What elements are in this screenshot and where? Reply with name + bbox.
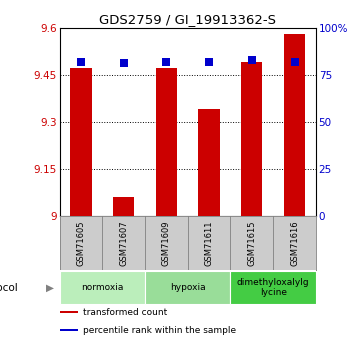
Title: GDS2759 / GI_19913362-S: GDS2759 / GI_19913362-S	[99, 13, 276, 27]
Text: dimethyloxalylg
lycine: dimethyloxalylg lycine	[237, 278, 309, 297]
Point	[292, 59, 297, 64]
Point	[164, 59, 169, 64]
Text: GSM71615: GSM71615	[247, 220, 256, 266]
Text: percentile rank within the sample: percentile rank within the sample	[83, 326, 236, 335]
Bar	[70, 68, 92, 216]
Text: normoxia: normoxia	[81, 283, 123, 292]
Text: GSM71616: GSM71616	[290, 220, 299, 266]
Bar	[145, 271, 230, 304]
Bar	[230, 271, 316, 304]
Text: GSM71611: GSM71611	[205, 220, 214, 266]
Point	[249, 57, 255, 62]
Text: protocol: protocol	[0, 283, 17, 293]
Text: ▶: ▶	[47, 283, 55, 293]
Bar	[241, 62, 262, 216]
Text: GSM71605: GSM71605	[77, 220, 86, 266]
Point	[206, 59, 212, 64]
Bar	[199, 109, 220, 216]
Bar	[60, 329, 78, 331]
Bar	[60, 312, 78, 314]
Text: GSM71607: GSM71607	[119, 220, 128, 266]
Bar	[284, 34, 305, 216]
Text: GSM71609: GSM71609	[162, 220, 171, 266]
Text: hypoxia: hypoxia	[170, 283, 205, 292]
Point	[78, 59, 84, 64]
Point	[121, 61, 127, 66]
Bar	[113, 197, 134, 216]
Bar	[156, 68, 177, 216]
Bar	[60, 271, 145, 304]
Text: transformed count: transformed count	[83, 308, 167, 317]
